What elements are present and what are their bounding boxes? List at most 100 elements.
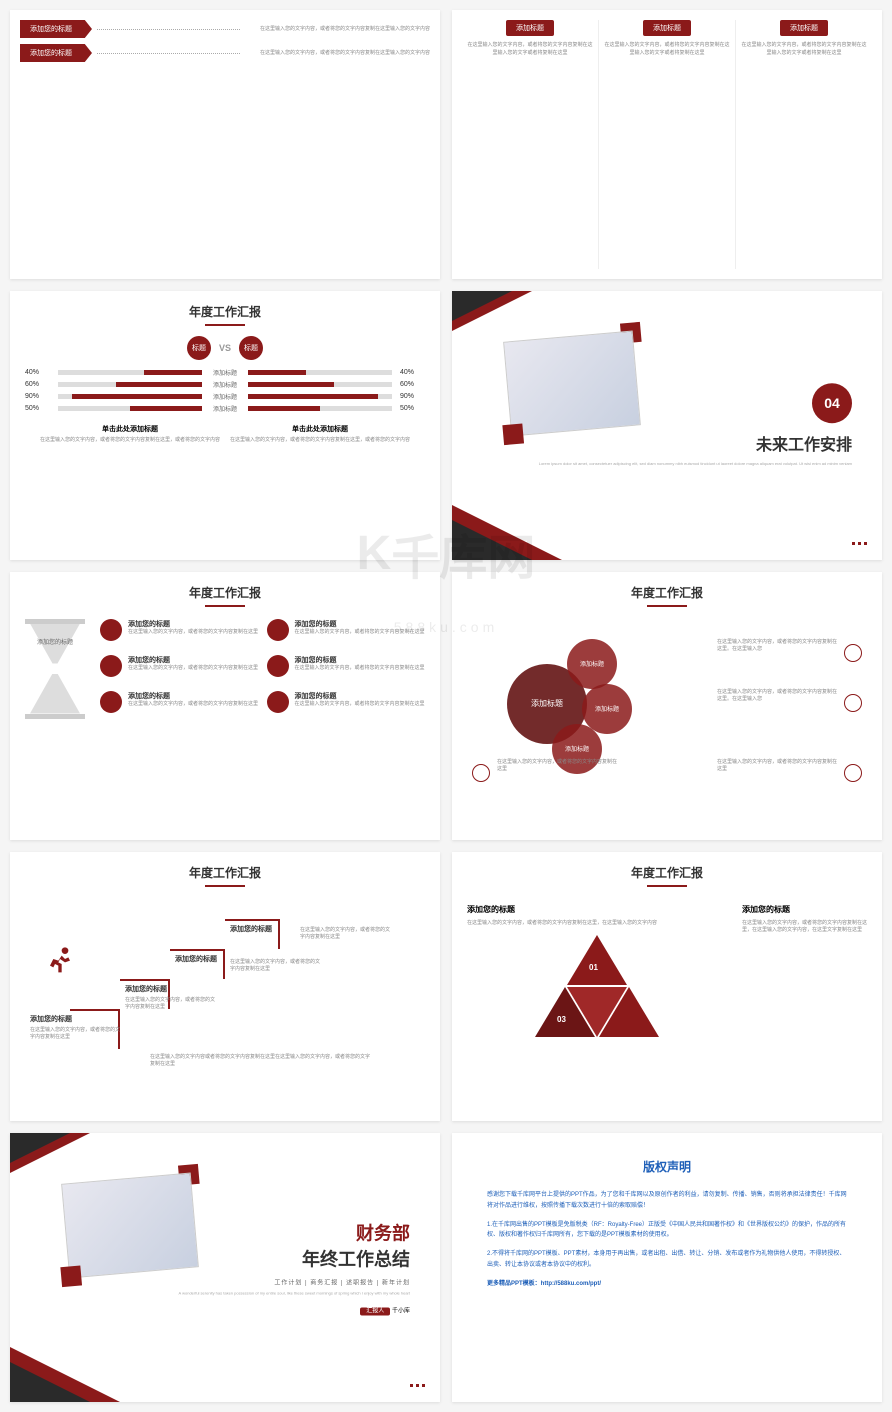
list-item: 添加您的标题在这里输入您的文字内容，或者将您的文字内容复制在这里 xyxy=(100,691,259,719)
arrow-text: 在这里输入您的文字内容，或者将您的文字内容复制在这里输入您的文字内容 xyxy=(260,26,430,33)
triangle-num: 03 xyxy=(557,1015,566,1024)
slide-5-hourglass: 年度工作汇报 添加您的标题 添加您的标题在这里输入您的文字内容，或者将您的文字内… xyxy=(10,572,440,841)
bar-label: 添加标题 xyxy=(210,392,240,401)
footer-col-text: 在这里输入您的文字内容，或者将您的文字内容复制在这里，或者将您的文字内容 xyxy=(40,437,220,444)
item-text: 在这里输入您的文字内容，或者将您的文字内容复制在这里 xyxy=(295,701,425,708)
decor-triangle xyxy=(452,291,512,321)
left-title: 添加您的标题 xyxy=(467,904,727,915)
footer-col-title: 单击此处添加标题 xyxy=(40,424,220,434)
copyright-title: 版权声明 xyxy=(487,1158,847,1175)
column: 添加标题 在这里输入您的文字内容，或者将您的文字内容复制在这里输入您的文字或者将… xyxy=(598,20,735,269)
step-label: 添加您的标题 xyxy=(230,924,272,934)
bar-row: 50%添加标题50% xyxy=(10,404,440,413)
right-title: 添加您的标题 xyxy=(742,904,867,915)
bar-row: 60%添加标题60% xyxy=(10,380,440,389)
outline-icon xyxy=(844,644,862,662)
slide-8-triangles: 年度工作汇报 添加您的标题 在这里输入您的文字内容，或者将您的文字内容复制在这里… xyxy=(452,852,882,1121)
copyright-p1: 感谢您下载千库网平台上提供的PPT作品，为了您和千库网以及原创作者的利益，请勿复… xyxy=(487,1190,847,1212)
bar-track xyxy=(58,382,202,387)
bar-label: 添加标题 xyxy=(210,380,240,389)
step-text: 在这里输入您的文字内容，或者将您的文字内容复制在这里 xyxy=(300,927,390,940)
triangle-diagram: 01 02 03 xyxy=(517,935,677,1055)
main-title-2: 年终工作总结 xyxy=(179,1246,410,1272)
author-label: 汇报人 xyxy=(360,1308,390,1316)
arrow-text: 在这里输入您的文字内容，或者将您的文字内容复制在这里输入您的文字内容 xyxy=(260,50,430,57)
subtitle-en: A wonderful serenity has taken possessio… xyxy=(179,1291,410,1296)
item-label: 添加您的标题 xyxy=(128,655,258,665)
decor-dots xyxy=(852,542,867,545)
slide-6-venn: 年度工作汇报 添加标题 添加标题 添加标题 添加标题 在这里输入您的文字内容，或… xyxy=(452,572,882,841)
slide-1: 添加您的标题 在这里输入您的文字内容，或者将您的文字内容复制在这里输入您的文字内… xyxy=(10,10,440,279)
decor-triangle xyxy=(452,520,532,560)
left-text: 在这里输入您的文字内容，或者将您的文字内容复制在这里，在这里输入您的文字内容 xyxy=(467,920,727,927)
bar-track xyxy=(248,394,392,399)
slide-4-section: 04 未来工作安排 Lorem ipsum dolor sit amet, co… xyxy=(452,291,882,560)
footer-col-title: 单击此处添加标题 xyxy=(230,424,410,434)
link-label: 更多精品PPT模板： xyxy=(487,1281,541,1287)
copyright-p2: 1.在千库网出售的PPT模板是免版税类（RF：Royalty-Free）正版受《… xyxy=(487,1220,847,1242)
text-block: 在这里输入您的文字内容，或者将您的文字内容复制在这里。在这里输入您 xyxy=(717,689,837,703)
triangle xyxy=(599,987,659,1037)
outline-icon xyxy=(472,764,490,782)
arrow-row: 添加您的标题 在这里输入您的文字内容，或者将您的文字内容复制在这里输入您的文字内… xyxy=(20,20,430,38)
item-label: 添加您的标题 xyxy=(128,619,258,629)
bottom-text: 在这里输入您的文字内容或者将您的文字内容复制在这里在这里输入您的文字内容，或者将… xyxy=(150,1054,370,1067)
list-item: 添加您的标题在这里输入您的文字内容，或者将您的文字内容复制在这里 xyxy=(100,619,259,647)
item-icon xyxy=(267,655,289,677)
item-text: 在这里输入您的文字内容，或者将您的文字内容复制在这里 xyxy=(295,665,425,672)
outline-icon xyxy=(844,764,862,782)
bar-pct-right: 90% xyxy=(400,393,425,400)
step-label: 添加您的标题 xyxy=(30,1014,72,1024)
text-block: 在这里输入您的文字内容，或者将您的文字内容复制在这里。在这里输入您 xyxy=(717,639,837,653)
copyright-link[interactable]: 更多精品PPT模板：http://588ku.com/ppt/ xyxy=(487,1279,847,1290)
slide-2: 添加标题 在这里输入您的文字内容，或者将您的文字内容复制在这里输入您的文字或者将… xyxy=(452,10,882,279)
item-text: 在这里输入您的文字内容，或者将您的文字内容复制在这里 xyxy=(128,701,258,708)
bar-track xyxy=(248,406,392,411)
bars-chart: 40%添加标题40%60%添加标题60%90%添加标题90%50%添加标题50% xyxy=(10,368,440,413)
slide-title: 年度工作汇报 xyxy=(452,852,882,889)
hourglass-label: 添加您的标题 xyxy=(25,637,85,646)
bar-pct-right: 50% xyxy=(400,405,425,412)
decor-triangle xyxy=(10,1362,90,1402)
footer-col: 单击此处添加标题 在这里输入您的文字内容，或者将您的文字内容复制在这里，或者将您… xyxy=(230,424,410,444)
slide-9-title: 财务部 年终工作总结 工作计划 | 商务汇报 | 述职报告 | 新年计划 A w… xyxy=(10,1133,440,1402)
step-label: 添加您的标题 xyxy=(125,984,167,994)
column: 添加标题 在这里输入您的文字内容，或者将您的文字内容复制在这里输入您的文字或者将… xyxy=(735,20,872,269)
section-title: 未来工作安排 xyxy=(539,431,852,455)
column-text: 在这里输入您的文字内容，或者将您的文字内容复制在这里输入您的文字或者将复制在这里 xyxy=(467,42,593,57)
bar-track xyxy=(58,406,202,411)
item-icon xyxy=(100,619,122,641)
item-text: 在这里输入您的文字内容，或者将您的文字内容复制在这里 xyxy=(128,629,258,636)
item-icon xyxy=(100,655,122,677)
watermark-sub: 588ku.com xyxy=(394,619,498,635)
bar-pct-left: 40% xyxy=(25,369,50,376)
item-label: 添加您的标题 xyxy=(295,655,425,665)
list-item: 添加您的标题在这里输入您的文字内容，或者将您的文字内容复制在这里 xyxy=(267,655,426,683)
arrow-label: 添加您的标题 xyxy=(20,44,92,62)
step-text: 在这里输入您的文字内容，或者将您的文字内容复制在这里 xyxy=(230,959,320,972)
item-icon xyxy=(267,619,289,641)
column: 添加标题 在这里输入您的文字内容，或者将您的文字内容复制在这里输入您的文字或者将… xyxy=(462,20,598,269)
bar-pct-right: 40% xyxy=(400,369,425,376)
footer-col: 单击此处添加标题 在这里输入您的文字内容，或者将您的文字内容复制在这里，或者将您… xyxy=(40,424,220,444)
divider xyxy=(97,29,240,30)
decor-triangle xyxy=(10,1133,70,1163)
bar-pct-left: 50% xyxy=(25,405,50,412)
decor-dots xyxy=(410,1384,425,1387)
step-text: 在这里输入您的文字内容，或者将您的文字内容复制在这里 xyxy=(125,997,215,1010)
hourglass-icon: 添加您的标题 xyxy=(25,619,85,719)
copyright-p3: 2.不得将千库网的PPT模板、PPT素材，本身用于再出售，或者出租、出借、转让、… xyxy=(487,1249,847,1271)
list-item: 添加您的标题在这里输入您的文字内容，或者将您的文字内容复制在这里 xyxy=(100,655,259,683)
vs-right-badge: 标题 xyxy=(239,336,263,360)
triangle-num: 01 xyxy=(589,963,598,972)
slide-3-vs-chart: 年度工作汇报 标题 VS 标题 40%添加标题40%60%添加标题60%90%添… xyxy=(10,291,440,560)
item-text: 在这里输入您的文字内容，或者将您的文字内容复制在这里 xyxy=(128,665,258,672)
decor-square xyxy=(502,423,524,445)
slide-10-copyright: 版权声明 感谢您下载千库网平台上提供的PPT作品，为了您和千库网以及原创作者的利… xyxy=(452,1133,882,1402)
arrow-row: 添加您的标题 在这里输入您的文字内容，或者将您的文字内容复制在这里输入您的文字内… xyxy=(20,44,430,62)
bar-pct-left: 60% xyxy=(25,381,50,388)
list-item: 添加您的标题在这里输入您的文字内容，或者将您的文字内容复制在这里 xyxy=(267,691,426,719)
bar-label: 添加标题 xyxy=(210,368,240,377)
bar-track xyxy=(248,370,392,375)
bar-track xyxy=(58,370,202,375)
